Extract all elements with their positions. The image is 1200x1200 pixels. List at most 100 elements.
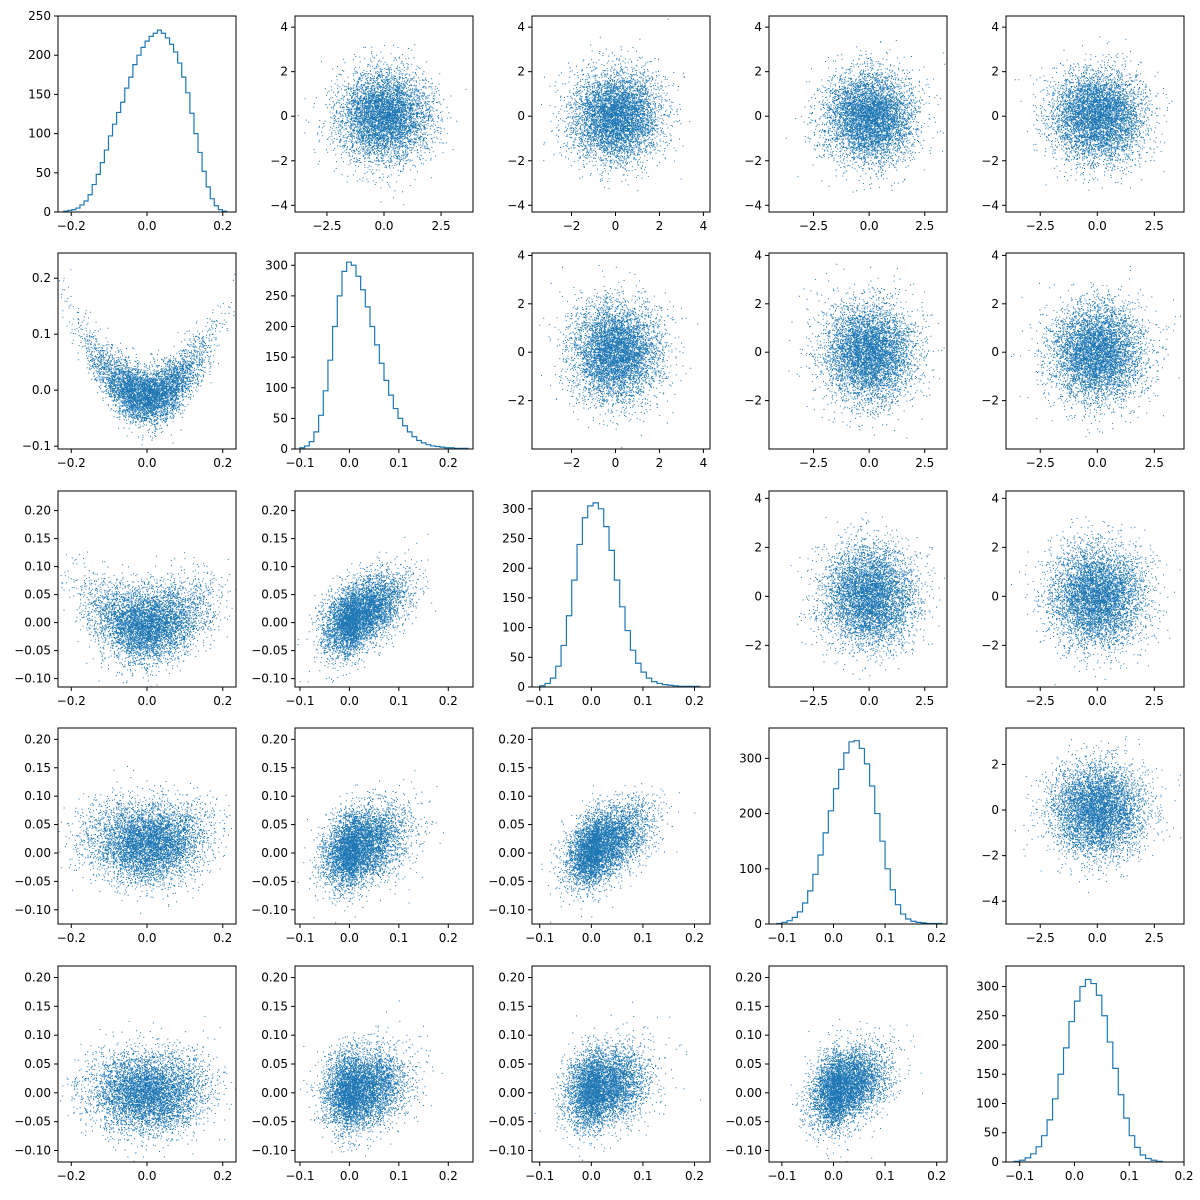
x-tick-label: −2.5 <box>312 219 341 233</box>
y-tick-label: 0.00 <box>261 616 288 630</box>
x-axis-ticks: −2 0 2 4 <box>563 212 708 233</box>
y-tick-label: −0.10 <box>251 903 288 917</box>
scatter-series <box>534 1001 701 1161</box>
x-tick-label: 0.2 <box>685 1169 704 1183</box>
y-tick-label: −4 <box>744 198 762 212</box>
x-tick-label: 2.5 <box>915 219 934 233</box>
y-tick-label: 0.00 <box>24 846 51 860</box>
y-tick-label: −0.10 <box>725 1143 762 1157</box>
y-axis-ticks: −2 0 2 4 <box>981 491 1006 652</box>
y-tick-label: 250 <box>502 532 525 546</box>
y-axis-ticks: −0.10 −0.05 0.00 0.05 0.10 0.15 0.20 <box>14 504 58 686</box>
y-tick-label: −2 <box>744 394 762 408</box>
subplot-r3-c0: −0.2 0.0 0.2 −0.10 −0.05 0.00 0.05 0.10 0.15 0.20 <box>14 727 237 945</box>
y-tick-label: 0.00 <box>261 846 288 860</box>
y-tick-label: 0 <box>754 589 762 603</box>
y-tick-label: 200 <box>265 320 288 334</box>
y-axis-ticks: −0.10 −0.05 0.00 0.05 0.10 0.15 0.20 <box>251 732 295 917</box>
x-tick-label: 0.0 <box>1088 219 1107 233</box>
y-tick-label: 300 <box>739 751 762 765</box>
y-tick-label: 0.20 <box>24 971 51 985</box>
x-tick-label: 2.5 <box>1145 694 1164 708</box>
x-axis-ticks: −0.1 0.0 0.1 0.2 <box>525 924 704 945</box>
x-tick-label: 2.5 <box>1145 456 1164 470</box>
x-tick-label: −0.1 <box>525 694 554 708</box>
y-tick-label: 100 <box>976 1096 999 1110</box>
axes-frame <box>531 727 711 925</box>
x-tick-label: −0.1 <box>1005 1169 1034 1183</box>
y-tick-label: 250 <box>976 1009 999 1023</box>
scatter-series <box>1011 516 1181 686</box>
y-tick-label: −0.05 <box>14 644 51 658</box>
y-tick-label: 300 <box>265 258 288 272</box>
subplot-r4-c2: −0.1 0.0 0.1 0.2 −0.10 −0.05 0.00 0.05 0.10 0.15 0… <box>488 965 711 1183</box>
y-axis-ticks: 0 50 100 150 200 250 300 <box>502 502 532 694</box>
x-tick-label: 0.2 <box>213 456 232 470</box>
x-tick-label: 4 <box>700 219 708 233</box>
y-tick-label: 0.10 <box>261 789 288 803</box>
y-tick-label: 2 <box>517 297 525 311</box>
y-tick-label: 0.15 <box>498 999 525 1013</box>
scatter-series <box>60 1015 236 1162</box>
x-tick-label: 0.2 <box>213 694 232 708</box>
axes-frame <box>1005 15 1185 213</box>
y-tick-label: 0.20 <box>735 971 762 985</box>
y-tick-label: −2 <box>507 154 525 168</box>
x-axis-ticks: −2.5 0.0 2.5 <box>312 212 451 233</box>
scatter-series <box>790 512 947 680</box>
x-tick-label: 0.2 <box>213 219 232 233</box>
y-axis-ticks: −0.1 0.0 0.1 0.2 <box>22 271 58 453</box>
y-tick-label: −4 <box>981 894 999 908</box>
y-tick-label: −2 <box>507 394 525 408</box>
x-tick-label: 0 <box>612 456 620 470</box>
x-axis-ticks: −0.2 0.0 0.2 <box>57 212 232 233</box>
axes-frame <box>1005 727 1185 925</box>
y-tick-label: −0.10 <box>488 903 525 917</box>
y-tick-label: 0.15 <box>735 999 762 1013</box>
scatter-points <box>58 269 236 446</box>
subplot-r3-c4: −2.5 0.0 2.5 −4 −2 0 2 <box>981 727 1185 945</box>
scatter-series <box>539 265 699 449</box>
scatter-series <box>541 783 696 923</box>
scatter-points <box>60 1015 236 1162</box>
x-tick-label: −2.5 <box>799 219 828 233</box>
y-tick-label: 200 <box>502 561 525 575</box>
y-tick-label: 100 <box>265 381 288 395</box>
y-tick-label: 0.20 <box>261 504 288 518</box>
scatter-points <box>297 770 444 924</box>
histogram-series <box>63 29 228 212</box>
x-axis-ticks: −2.5 0.0 2.5 <box>1026 924 1164 945</box>
scatter-points <box>541 783 696 923</box>
x-tick-label: 0.0 <box>824 1169 843 1183</box>
axes-frame <box>768 727 948 925</box>
x-tick-label: 0.0 <box>582 931 601 945</box>
y-tick-label: 200 <box>739 807 762 821</box>
y-tick-label: −0.10 <box>14 1143 51 1157</box>
subplot-r1-c0: −0.2 0.0 0.2 −0.1 0.0 0.1 0.2 <box>22 252 237 470</box>
x-tick-label: −2.5 <box>1026 694 1055 708</box>
x-tick-label: 0.0 <box>582 694 601 708</box>
x-axis-ticks: −0.1 0.0 0.1 0.2 <box>285 1162 458 1183</box>
subplot-r1-c2: −2 0 2 4 −2 0 2 4 <box>507 248 711 470</box>
y-tick-label: 0 <box>517 109 525 123</box>
y-tick-label: 0.1 <box>32 327 51 341</box>
y-axis-ticks: −4 −2 0 2 4 <box>744 20 769 212</box>
y-tick-label: 0.10 <box>24 1028 51 1042</box>
y-tick-label: −2 <box>981 394 999 408</box>
x-tick-label: −0.1 <box>525 931 554 945</box>
scatter-points <box>539 265 699 449</box>
x-tick-label: 0.0 <box>1088 456 1107 470</box>
scatter-points <box>534 1001 701 1161</box>
y-tick-label: 0.10 <box>735 1028 762 1042</box>
y-tick-label: 50 <box>36 166 51 180</box>
scatter-points <box>1011 266 1181 438</box>
x-tick-label: 0.1 <box>633 694 652 708</box>
y-axis-ticks: −0.10 −0.05 0.00 0.05 0.10 0.15 0.20 <box>488 971 532 1157</box>
y-tick-label: 0.00 <box>498 1086 525 1100</box>
axes-frame <box>531 15 711 213</box>
x-tick-label: 0.1 <box>633 931 652 945</box>
y-tick-label: −2 <box>981 849 999 863</box>
y-axis-ticks: 0 50 100 150 200 250 <box>28 9 58 219</box>
y-tick-label: 0.05 <box>261 1057 288 1071</box>
subplot-r1-c4: −2.5 0.0 2.5 −2 0 2 4 <box>981 248 1185 470</box>
